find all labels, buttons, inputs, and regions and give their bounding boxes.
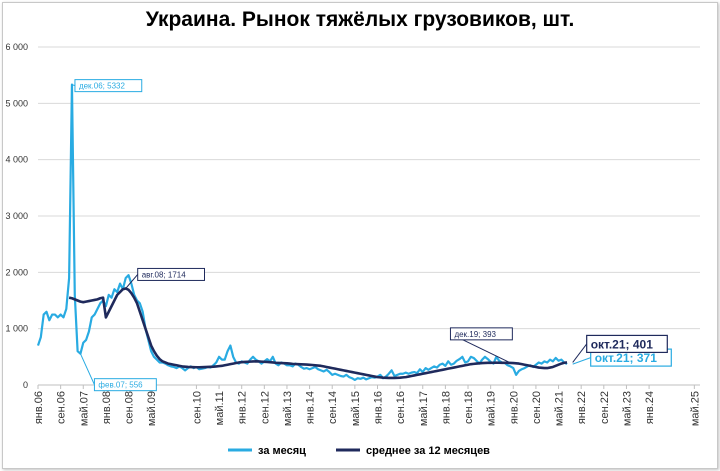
x-tick-label: янв.12: [237, 391, 249, 424]
x-tick-label: сен.10: [191, 391, 203, 424]
annotation-leader: [125, 274, 139, 289]
annotation-label: фев.07; 556: [98, 381, 143, 390]
annotation-leader: [572, 343, 588, 363]
annotation-label: окт.21; 401: [591, 337, 654, 351]
annotation-label: дек.19; 393: [454, 330, 496, 339]
x-tick-label: май.13: [282, 391, 294, 426]
annotation-label: дек.06; 5332: [79, 82, 126, 91]
x-tick-label: сен.18: [463, 391, 475, 424]
x-tick-label: май.19: [486, 391, 498, 426]
annotation-box: [137, 267, 206, 281]
y-axis-ticks: 0 1 000 2 000 3 000 4 000 5 000 6 000: [5, 42, 28, 390]
y-tick-label: 2 000: [5, 267, 28, 277]
y-tick-label: 6 000: [5, 42, 28, 52]
x-tick-label: сен.06: [56, 391, 68, 424]
x-tick-label: сен.22: [599, 391, 611, 424]
legend-label-monthly: за месяц: [258, 445, 306, 457]
x-tick-label: май.23: [621, 391, 633, 426]
annotation-label: авг.08; 1714: [142, 270, 187, 279]
x-tick-label: янв.18: [440, 391, 452, 424]
grid-lines: [38, 46, 700, 386]
x-tick-label: янв.16: [372, 391, 384, 424]
x-tick-label: янв.14: [305, 391, 317, 424]
y-tick-label: 0: [23, 380, 28, 390]
x-tick-label: май.11: [214, 391, 226, 425]
x-tick-label: сен.08: [124, 391, 136, 424]
annotation-box: [93, 378, 157, 392]
x-tick-label: сен.20: [531, 391, 543, 424]
legend: за месяц среднее за 12 месяцев: [228, 445, 490, 457]
x-tick-label: май.21: [554, 391, 566, 426]
y-tick-label: 4 000: [5, 155, 28, 165]
x-tick-label: сен.12: [259, 391, 271, 424]
y-tick-label: 3 000: [5, 211, 28, 221]
x-tick-label: сен.16: [395, 391, 407, 424]
annotation-box: [449, 327, 513, 341]
annotation-box: [74, 79, 143, 93]
x-tick-label: май.15: [350, 391, 362, 426]
x-tick-label: янв.24: [644, 391, 656, 424]
x-tick-label: янв.06: [33, 391, 45, 424]
series-lines: [36, 83, 568, 382]
annotation-leader: [572, 357, 591, 365]
x-axis-ticks: янв.06 сен.06 май.07 янв.08 сен.08 май.09 сен.…: [33, 385, 701, 426]
y-tick-label: 1 000: [5, 324, 28, 334]
x-tick-label: янв.22: [576, 391, 588, 424]
annotation-box: [586, 334, 668, 354]
x-tick-label: май.07: [78, 391, 90, 426]
x-tick-label: май.09: [146, 391, 158, 426]
annotations: дек.06; 5332 фев.07; 556 окт.21; 371 авг.08…: [71, 79, 672, 392]
legend-label-12m-average: среднее за 12 месяцев: [366, 445, 490, 457]
x-tick-label: май.17: [418, 391, 430, 426]
chart-title: Украина. Рынок тяжёлых грузовиков, шт.: [145, 8, 575, 31]
x-tick-label: май.25: [689, 391, 701, 426]
x-tick-label: янв.20: [508, 391, 520, 424]
x-tick-label: сен.14: [327, 391, 339, 424]
annotation-leader: [79, 353, 95, 385]
series-line-12m-average: [68, 287, 568, 380]
annotation-label: окт.21; 371: [595, 351, 658, 365]
y-tick-label: 5 000: [5, 98, 28, 108]
x-tick-label: янв.08: [101, 391, 113, 424]
